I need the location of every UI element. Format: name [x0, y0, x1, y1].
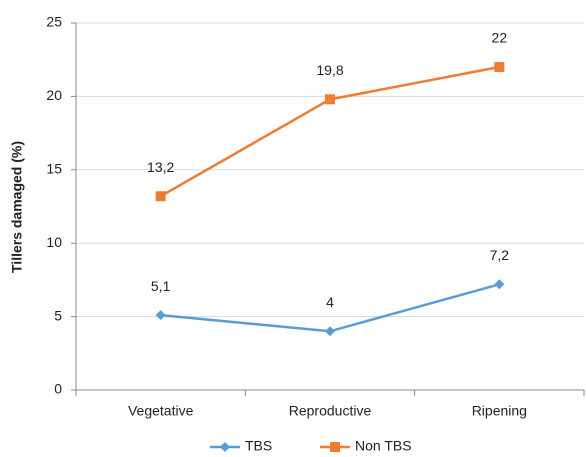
- series-line: [160, 65, 500, 198]
- legend-marker: [220, 442, 230, 452]
- x-tick-label: Vegetative: [128, 403, 194, 419]
- data-label: 13,2: [147, 159, 174, 175]
- y-axis-label: Tillers damaged (%): [9, 141, 25, 273]
- data-label: 4: [326, 294, 334, 310]
- y-tick-label: 25: [46, 14, 62, 30]
- x-tick-label: Ripening: [472, 403, 527, 419]
- point: [155, 310, 166, 321]
- data-label: 5,1: [151, 278, 171, 294]
- data-label: 22: [492, 30, 508, 46]
- legend-label: Non TBS: [355, 438, 412, 454]
- y-tick-label: 10: [46, 234, 62, 250]
- point: [494, 62, 505, 73]
- y-tick-label: 20: [46, 87, 62, 103]
- point: [494, 279, 505, 290]
- y-tick-label: 5: [54, 307, 62, 323]
- point: [325, 94, 335, 105]
- legend-label: TBS: [245, 438, 272, 454]
- y-tick-label: 0: [54, 381, 62, 397]
- data-label: 19,8: [316, 62, 343, 78]
- legend-marker: [330, 442, 340, 452]
- point: [155, 191, 166, 202]
- x-tick-label: Reproductive: [289, 403, 372, 419]
- y-tick-label: 15: [46, 161, 62, 177]
- point: [325, 326, 335, 337]
- data-label: 7,2: [490, 247, 510, 263]
